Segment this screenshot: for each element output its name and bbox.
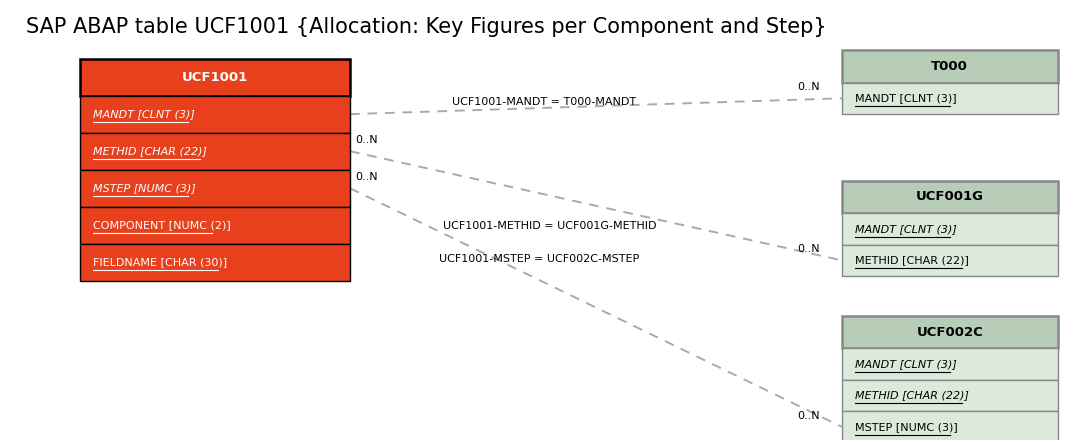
Text: UCF1001-MSTEP = UCF002C-MSTEP: UCF1001-MSTEP = UCF002C-MSTEP xyxy=(439,254,639,264)
FancyBboxPatch shape xyxy=(79,133,350,170)
Text: METHID [CHAR (22)]: METHID [CHAR (22)] xyxy=(855,255,968,266)
Text: 0..N: 0..N xyxy=(797,83,820,92)
FancyBboxPatch shape xyxy=(79,95,350,133)
Text: UCF1001-METHID = UCF001G-METHID: UCF1001-METHID = UCF001G-METHID xyxy=(443,222,657,231)
Text: T000: T000 xyxy=(931,60,968,73)
FancyBboxPatch shape xyxy=(842,50,1057,83)
Text: MSTEP [NUMC (3)]: MSTEP [NUMC (3)] xyxy=(855,422,957,432)
Text: METHID [CHAR (22)]: METHID [CHAR (22)] xyxy=(855,390,968,400)
FancyBboxPatch shape xyxy=(842,380,1057,411)
Text: 0..N: 0..N xyxy=(355,135,378,145)
FancyBboxPatch shape xyxy=(842,213,1057,245)
FancyBboxPatch shape xyxy=(842,316,1057,349)
FancyBboxPatch shape xyxy=(79,170,350,207)
Text: FIELDNAME [CHAR (30)]: FIELDNAME [CHAR (30)] xyxy=(93,258,227,267)
FancyBboxPatch shape xyxy=(79,207,350,244)
FancyBboxPatch shape xyxy=(842,349,1057,380)
Text: UCF002C: UCF002C xyxy=(916,325,983,338)
Text: COMPONENT [NUMC (2)]: COMPONENT [NUMC (2)] xyxy=(93,220,231,230)
Text: UCF1001-MANDT = T000-MANDT: UCF1001-MANDT = T000-MANDT xyxy=(452,97,637,107)
Text: MSTEP [NUMC (3)]: MSTEP [NUMC (3)] xyxy=(93,183,196,193)
Text: UCF1001: UCF1001 xyxy=(182,71,248,83)
FancyBboxPatch shape xyxy=(79,244,350,281)
Text: MANDT [CLNT (3)]: MANDT [CLNT (3)] xyxy=(855,359,956,369)
Text: MANDT [CLNT (3)]: MANDT [CLNT (3)] xyxy=(855,224,956,234)
Text: MANDT [CLNT (3)]: MANDT [CLNT (3)] xyxy=(855,93,956,103)
Text: MANDT [CLNT (3)]: MANDT [CLNT (3)] xyxy=(93,109,195,119)
Text: UCF001G: UCF001G xyxy=(916,190,983,203)
FancyBboxPatch shape xyxy=(79,59,350,95)
Text: 0..N: 0..N xyxy=(797,411,820,421)
Text: SAP ABAP table UCF1001 {Allocation: Key Figures per Component and Step}: SAP ABAP table UCF1001 {Allocation: Key … xyxy=(26,17,827,37)
FancyBboxPatch shape xyxy=(842,83,1057,114)
Text: 0..N: 0..N xyxy=(797,245,820,254)
Text: METHID [CHAR (22)]: METHID [CHAR (22)] xyxy=(93,146,207,156)
FancyBboxPatch shape xyxy=(842,411,1057,443)
Text: 0..N: 0..N xyxy=(355,172,378,182)
FancyBboxPatch shape xyxy=(842,181,1057,213)
FancyBboxPatch shape xyxy=(842,245,1057,276)
